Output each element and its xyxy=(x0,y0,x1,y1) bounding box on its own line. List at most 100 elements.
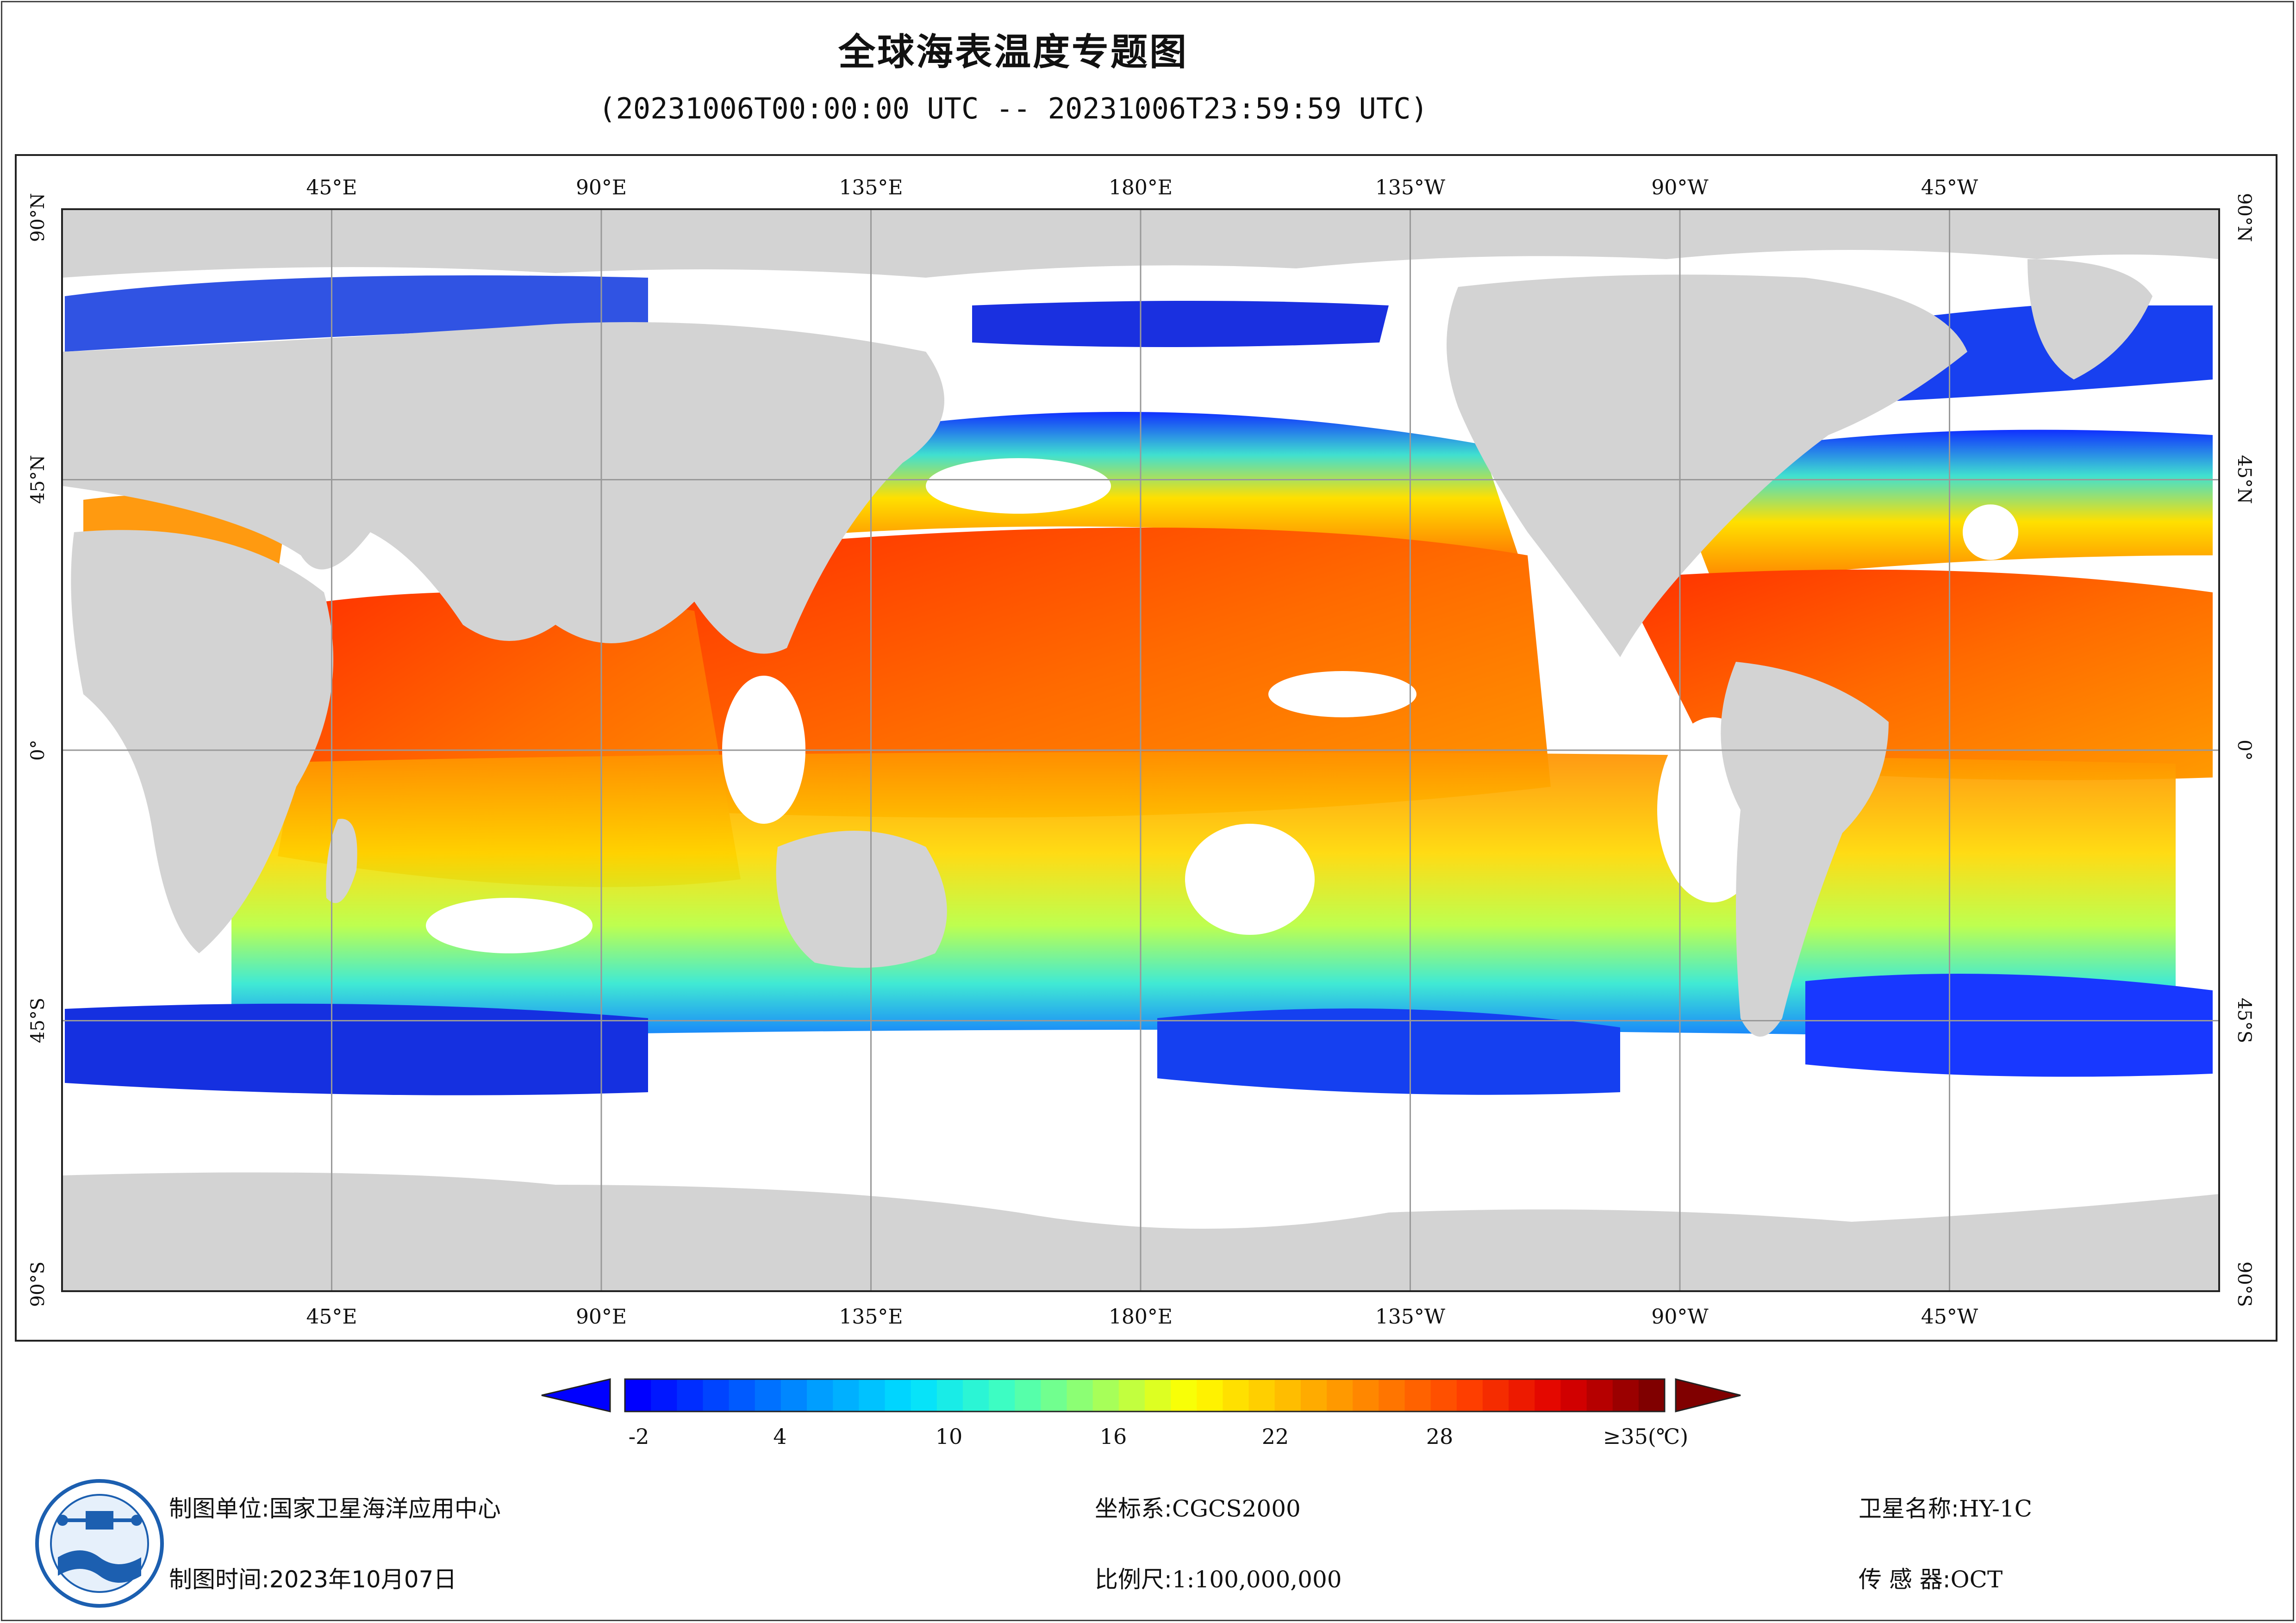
colorbar: -2 4 10 16 22 28 ≥35(℃) xyxy=(541,1378,1741,1449)
colorbar-cell xyxy=(885,1379,911,1412)
map-title: 全球海表温度专题图 xyxy=(838,31,1188,74)
colorbar-cell xyxy=(989,1379,1016,1412)
colorbar-cell xyxy=(1456,1379,1483,1412)
top-lon-labels: 45°E 90°E 135°E 180°E 135°W 90°W 45°W xyxy=(306,176,1978,199)
top-lon-label: 180°E xyxy=(1109,176,1173,199)
bottom-lon-label: 180°E xyxy=(1109,1305,1173,1329)
colorbar-cell xyxy=(780,1379,808,1412)
crs-info: 坐标系:CGCS2000 xyxy=(1095,1490,1301,1524)
colorbar-cell xyxy=(1274,1379,1301,1412)
colorbar-cell xyxy=(651,1379,678,1412)
producer-info: 制图单位:国家卫星海洋应用中心 xyxy=(169,1490,501,1524)
left-lat-label: 90°N xyxy=(27,193,49,242)
satellite-label: 卫星名称: xyxy=(1859,1495,1959,1522)
colorbar-cell xyxy=(729,1379,755,1412)
crs-label: 坐标系: xyxy=(1095,1495,1172,1522)
colorbar-cell xyxy=(1404,1379,1431,1412)
colorbar-tick-label: -2 xyxy=(629,1424,649,1449)
top-lon-label: 135°W xyxy=(1375,176,1446,199)
cloud-gap xyxy=(426,898,593,953)
bottom-lon-label: 45°E xyxy=(306,1305,357,1329)
colorbar-cell xyxy=(1353,1379,1379,1412)
top-lon-label: 135°E xyxy=(839,176,903,199)
satellite-info: 卫星名称:HY-1C xyxy=(1859,1490,2032,1524)
southern-cold-2 xyxy=(1157,1008,1620,1095)
top-lon-label: 90°E xyxy=(576,176,627,199)
right-lat-label: 90°S xyxy=(2234,1262,2255,1307)
colorbar-min-arrow xyxy=(541,1378,611,1412)
colorbar-cell xyxy=(1430,1379,1457,1412)
bottom-lon-label: 90°W xyxy=(1651,1305,1709,1329)
scale-value: 1:100,000,000 xyxy=(1172,1566,1342,1593)
top-lon-label: 45°W xyxy=(1921,176,1978,199)
cloud-gap xyxy=(926,458,1111,514)
colorbar-cell xyxy=(859,1379,886,1412)
colorbar-cell xyxy=(1300,1379,1328,1412)
colorbar-ticks: -2 4 10 16 22 28 ≥35(℃) xyxy=(629,1424,1689,1449)
colorbar-cell xyxy=(1586,1379,1613,1412)
crs-value: CGCS2000 xyxy=(1172,1495,1301,1522)
colorbar-max-arrow xyxy=(1675,1378,1741,1412)
colorbar-cell xyxy=(625,1379,652,1412)
bottom-lon-label: 45°W xyxy=(1921,1305,1978,1329)
bottom-lon-label: 135°E xyxy=(839,1305,903,1329)
date-info: 制图时间:2023年10月07日 xyxy=(169,1561,456,1594)
satellite-value: HY-1C xyxy=(1959,1495,2032,1522)
map-inner-border xyxy=(61,208,2220,1292)
north-america-land xyxy=(1447,274,1967,657)
colorbar-tick-label: 16 xyxy=(1100,1424,1127,1449)
madagascar-land xyxy=(326,819,357,903)
colorbar-cell xyxy=(1535,1379,1561,1412)
sensor-info: 传 感 器:OCT xyxy=(1859,1561,2003,1594)
colorbar-cell xyxy=(1223,1379,1249,1412)
right-lat-labels: 90°N 45°N 0° 45°S 90°S xyxy=(2234,193,2255,1307)
bottom-lon-label: 135°W xyxy=(1375,1305,1446,1329)
cloud-gap xyxy=(1963,504,2018,560)
left-lat-label: 90°S xyxy=(27,1262,49,1307)
bottom-lon-labels: 45°E 90°E 135°E 180°E 135°W 90°W 45°W xyxy=(306,1305,1978,1329)
colorbar-cells xyxy=(625,1379,1665,1412)
colorbar-tick-label: 4 xyxy=(773,1424,786,1449)
africa-land xyxy=(71,530,334,953)
arctic-sst-pacific xyxy=(972,301,1389,347)
colorbar-cell xyxy=(1248,1379,1275,1412)
colorbar-tick-label: 28 xyxy=(1426,1424,1454,1449)
date-value: 2023年10月07日 xyxy=(269,1566,457,1593)
sensor-value: OCT xyxy=(1950,1566,2003,1593)
bottom-lon-label: 90°E xyxy=(576,1305,627,1329)
southern-cold-3 xyxy=(1805,974,2213,1077)
producer-label: 制图单位: xyxy=(169,1495,269,1522)
colorbar-outline xyxy=(624,1378,1666,1412)
colorbar-tick-label: 10 xyxy=(936,1424,963,1449)
tropical-pacific-warm xyxy=(648,528,1551,818)
colorbar-cell xyxy=(1612,1379,1639,1412)
colorbar-cell xyxy=(962,1379,990,1412)
colorbar-cell xyxy=(1482,1379,1510,1412)
right-lat-label: 45°S xyxy=(2234,998,2255,1043)
scale-label: 比例尺: xyxy=(1095,1566,1172,1593)
north-pacific-gradient xyxy=(787,412,1518,555)
sensor-label: 传 感 器: xyxy=(1859,1566,1951,1593)
australia-land xyxy=(776,831,947,968)
colorbar-cell xyxy=(1092,1379,1119,1412)
left-lat-labels: 90°N 45°N 0° 45°S 90°S xyxy=(27,193,49,1307)
nsoas-logo xyxy=(35,1479,164,1608)
right-lat-label: 90°N xyxy=(2234,193,2255,242)
time-range-subtitle: (20231006T00:00:00 UTC -- 20231006T23:59… xyxy=(599,92,1428,125)
colorbar-cell xyxy=(1379,1379,1405,1412)
colorbar-tick-label: ≥35(℃) xyxy=(1603,1424,1688,1449)
colorbar-cell xyxy=(1638,1379,1665,1412)
colorbar-cell xyxy=(1509,1379,1535,1412)
south-america-land xyxy=(1721,662,1889,1037)
left-lat-label: 0° xyxy=(27,740,49,760)
colorbar-cell xyxy=(677,1379,704,1412)
colorbar-cell xyxy=(911,1379,937,1412)
cloud-gap xyxy=(1268,671,1416,717)
top-lon-label: 90°W xyxy=(1651,176,1709,199)
scale-info: 比例尺:1:100,000,000 xyxy=(1095,1561,1342,1594)
colorbar-cell xyxy=(1118,1379,1145,1412)
graticule xyxy=(62,209,2219,1291)
arctic-sst-west xyxy=(65,275,648,352)
